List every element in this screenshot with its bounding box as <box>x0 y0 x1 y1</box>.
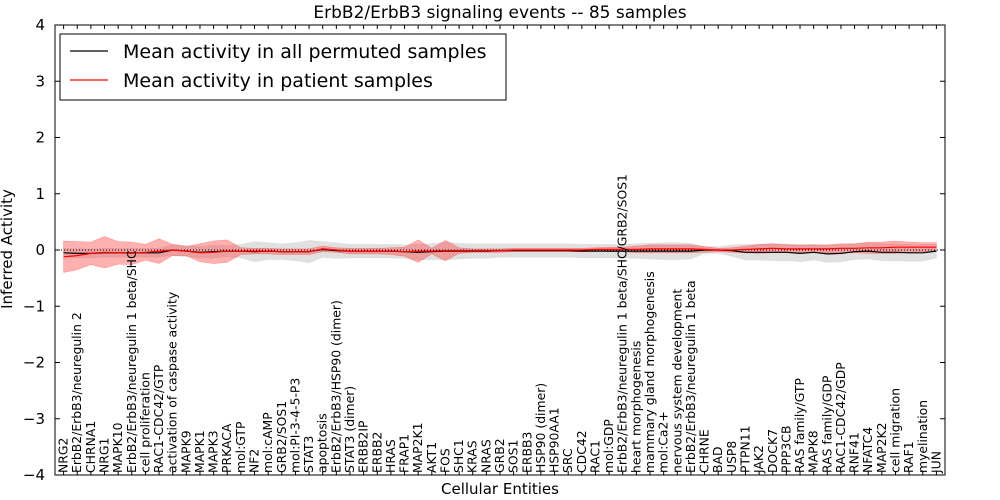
y-tick-label: 2 <box>35 129 45 147</box>
legend: Mean activity in all permuted samples Me… <box>59 33 507 101</box>
chart-title: ErbB2/ErbB3 signaling events -- 85 sampl… <box>313 3 686 23</box>
x-category-label: mol:PI-3-4-5-P3 <box>287 378 302 473</box>
x-category-label: PTPN11 <box>738 425 753 473</box>
x-category-label: HSP90 (dimer) <box>533 383 548 473</box>
x-category-label: RAC1-CDC42/GDP <box>833 362 848 473</box>
x-category-label: JUN <box>928 451 943 474</box>
y-tick-label: 1 <box>35 185 45 203</box>
x-category-label: cell migration <box>888 388 903 473</box>
x-category-label: MAPK3 <box>206 430 221 473</box>
x-category-label: ErbB2/ErbB3/neuregulin 2 <box>69 312 84 473</box>
x-category-label: STAT3 (dimer) <box>342 386 357 473</box>
x-category-label: myelination <box>915 400 930 473</box>
x-category-label: mammary gland morphogenesis <box>642 271 657 473</box>
x-category-label: NFATC4 <box>860 427 875 473</box>
x-category-label: ERBB2IP <box>356 420 371 473</box>
x-category-label: NF2 <box>247 449 262 473</box>
x-category-label: ErbB2/ErbB3/neuregulin 1 beta <box>683 280 698 473</box>
y-tick-label: −2 <box>23 354 45 372</box>
x-category-label: RAF1 <box>901 441 916 473</box>
x-category-label: activation of caspase activity <box>165 292 180 473</box>
x-category-label: mol:GTP <box>233 421 248 473</box>
x-category-label: nervous system development <box>669 289 684 473</box>
x-category-label: CDC42 <box>574 430 589 473</box>
x-category-label: cell proliferation <box>137 372 152 473</box>
x-axis-label: Cellular Entities <box>441 480 559 498</box>
x-category-label: NRAS <box>478 439 493 473</box>
x-category-label: SHC1 <box>451 439 466 473</box>
x-category-label: mol:cAMP <box>260 412 275 473</box>
x-category-label: USP8 <box>724 441 739 473</box>
x-category-label: FRAP1 <box>397 434 412 473</box>
x-category-label: BAD <box>710 446 725 473</box>
x-category-label: ErbB2/ErbB3/HSP90 (dimer) <box>328 300 343 473</box>
x-category-label: apoptosis <box>315 413 330 473</box>
x-category-label: RAC1 <box>588 440 603 473</box>
x-category-label: MAP2K2 <box>874 422 889 473</box>
x-category-label: CHRNA1 <box>83 421 98 473</box>
legend-box <box>59 33 507 101</box>
legend-label-patient: Mean activity in patient samples <box>123 70 433 92</box>
x-category-label: KRAS <box>465 440 480 473</box>
y-tick-label: 4 <box>35 16 45 34</box>
x-category-label: RAS family/GDP <box>819 375 834 473</box>
axes: −4−3−2−101234NRG2ErbB2/ErbB3/neuregulin … <box>23 16 946 484</box>
y-tick-label: −4 <box>23 466 45 484</box>
x-category-label: HSP90AA1 <box>547 407 562 473</box>
x-category-label: MAPK1 <box>192 430 207 473</box>
x-category-label: PPP3CB <box>778 426 793 473</box>
x-category-label: RAC1-CDC42/GTP <box>151 364 166 473</box>
x-category-label: GRB2/SOS1 <box>274 401 289 473</box>
x-category-label: mol:GDP <box>601 419 616 473</box>
x-category-label: SOS1 <box>506 440 521 473</box>
x-category-label: AKT1 <box>424 442 439 473</box>
x-category-label: PRKACA <box>219 423 234 473</box>
x-category-label: FOS <box>437 448 452 473</box>
plot-area <box>55 236 945 273</box>
x-category-label: NRG2 <box>56 438 71 473</box>
x-category-label: heart morphogenesis <box>628 341 643 473</box>
legend-label-permuted: Mean activity in all permuted samples <box>123 41 486 63</box>
x-category-label: SRC <box>560 448 575 473</box>
x-category-label: MAPK8 <box>806 430 821 473</box>
x-category-label: JAK2 <box>751 445 766 474</box>
y-tick-label: −1 <box>23 297 45 315</box>
x-category-label: RAS family/GTP <box>792 377 807 473</box>
x-category-label: MAP2K1 <box>410 422 425 473</box>
y-axis-label: Inferred Activity <box>0 189 16 309</box>
x-category-label: mol:Ca2+ <box>656 411 671 473</box>
x-category-label: STAT3 <box>301 436 316 473</box>
x-category-label: NRG1 <box>97 438 112 473</box>
x-category-label: HRAS <box>383 439 398 473</box>
x-category-label: ERBB2 <box>369 432 384 473</box>
x-category-label: ErbB2/ErbB3/neuregulin 1 beta/SHC <box>124 250 139 473</box>
series-line-patient <box>63 246 937 258</box>
band-permuted <box>63 240 937 264</box>
x-category-label: CHRNE <box>697 429 712 473</box>
x-category-label: RNF41 <box>847 432 862 473</box>
x-category-label: DOCK7 <box>765 429 780 473</box>
x-category-label: ErbB2/ErbB3/neuregulin 1 beta/SHC/GRB2/S… <box>615 174 630 473</box>
y-tick-label: −3 <box>23 410 45 428</box>
x-category-label: ERBB3 <box>519 432 534 473</box>
x-category-label: GRB2 <box>492 438 507 473</box>
y-tick-label: 3 <box>35 72 45 90</box>
x-category-label: MAPK10 <box>110 422 125 473</box>
x-category-label: MAPK9 <box>178 430 193 473</box>
y-tick-label: 0 <box>35 241 45 259</box>
